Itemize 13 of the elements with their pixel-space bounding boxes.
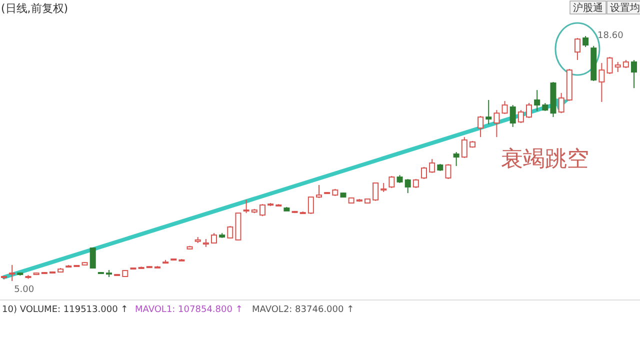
candlestick [9,264,16,282]
text: MAVOL2: 83746.000 ↑ [252,305,354,315]
annotation: 18.60 [598,31,624,41]
candlestick [534,90,540,112]
annotation: 衰竭跳空 [501,147,589,172]
text: 沪股通 [573,2,603,14]
candlestick [486,99,492,125]
text: 5.00 [14,285,34,295]
chart-title: (日线,前复权) [1,2,68,15]
text: MAVOL1: 107854.800 ↑ [135,305,243,315]
candlestick [598,62,605,102]
text: 设置均 [610,2,640,14]
text: 10) VOLUME: 119513.000 ↑ [2,305,128,315]
